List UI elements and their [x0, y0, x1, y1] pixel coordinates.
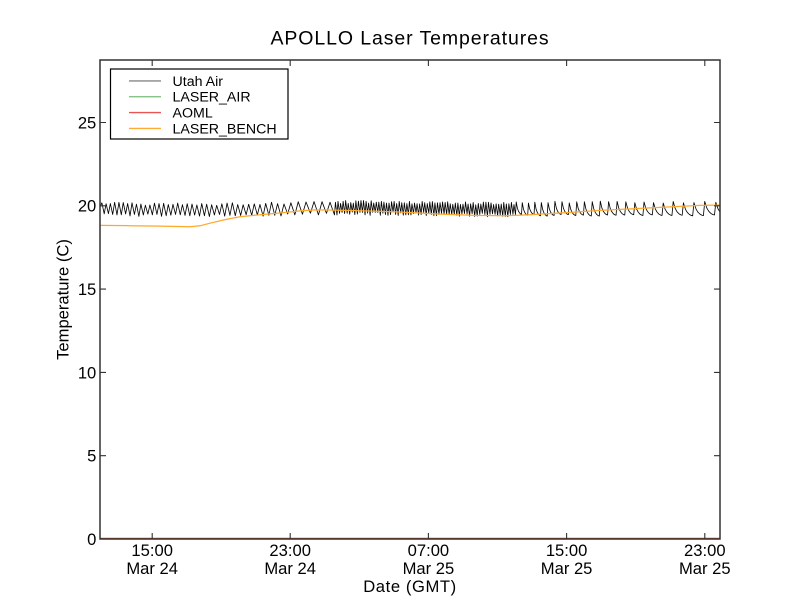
svg-text:Temperature (C): Temperature (C): [54, 239, 73, 360]
svg-text:0: 0: [87, 530, 96, 549]
svg-text:23:00: 23:00: [684, 541, 726, 560]
svg-text:5: 5: [87, 447, 96, 466]
svg-text:APOLLO Laser Temperatures: APOLLO Laser Temperatures: [270, 28, 549, 50]
svg-text:Mar 24: Mar 24: [126, 559, 178, 578]
svg-text:15:00: 15:00: [131, 541, 173, 560]
svg-text:Mar 25: Mar 25: [403, 559, 455, 578]
svg-text:LASER_BENCH: LASER_BENCH: [173, 121, 277, 137]
svg-text:LASER_AIR: LASER_AIR: [173, 90, 251, 106]
svg-text:AOML: AOML: [173, 105, 213, 121]
svg-text:Mar 25: Mar 25: [679, 559, 731, 578]
svg-text:Date (GMT): Date (GMT): [363, 577, 457, 596]
svg-text:25: 25: [78, 113, 96, 132]
svg-text:10: 10: [78, 363, 96, 382]
svg-text:23:00: 23:00: [269, 541, 311, 560]
svg-text:20: 20: [78, 197, 96, 216]
svg-text:15:00: 15:00: [546, 541, 588, 560]
svg-text:Utah Air: Utah Air: [173, 74, 224, 90]
svg-text:Mar 25: Mar 25: [541, 559, 593, 578]
svg-text:Mar 24: Mar 24: [264, 559, 316, 578]
svg-text:07:00: 07:00: [408, 541, 450, 560]
svg-text:15: 15: [78, 280, 96, 299]
